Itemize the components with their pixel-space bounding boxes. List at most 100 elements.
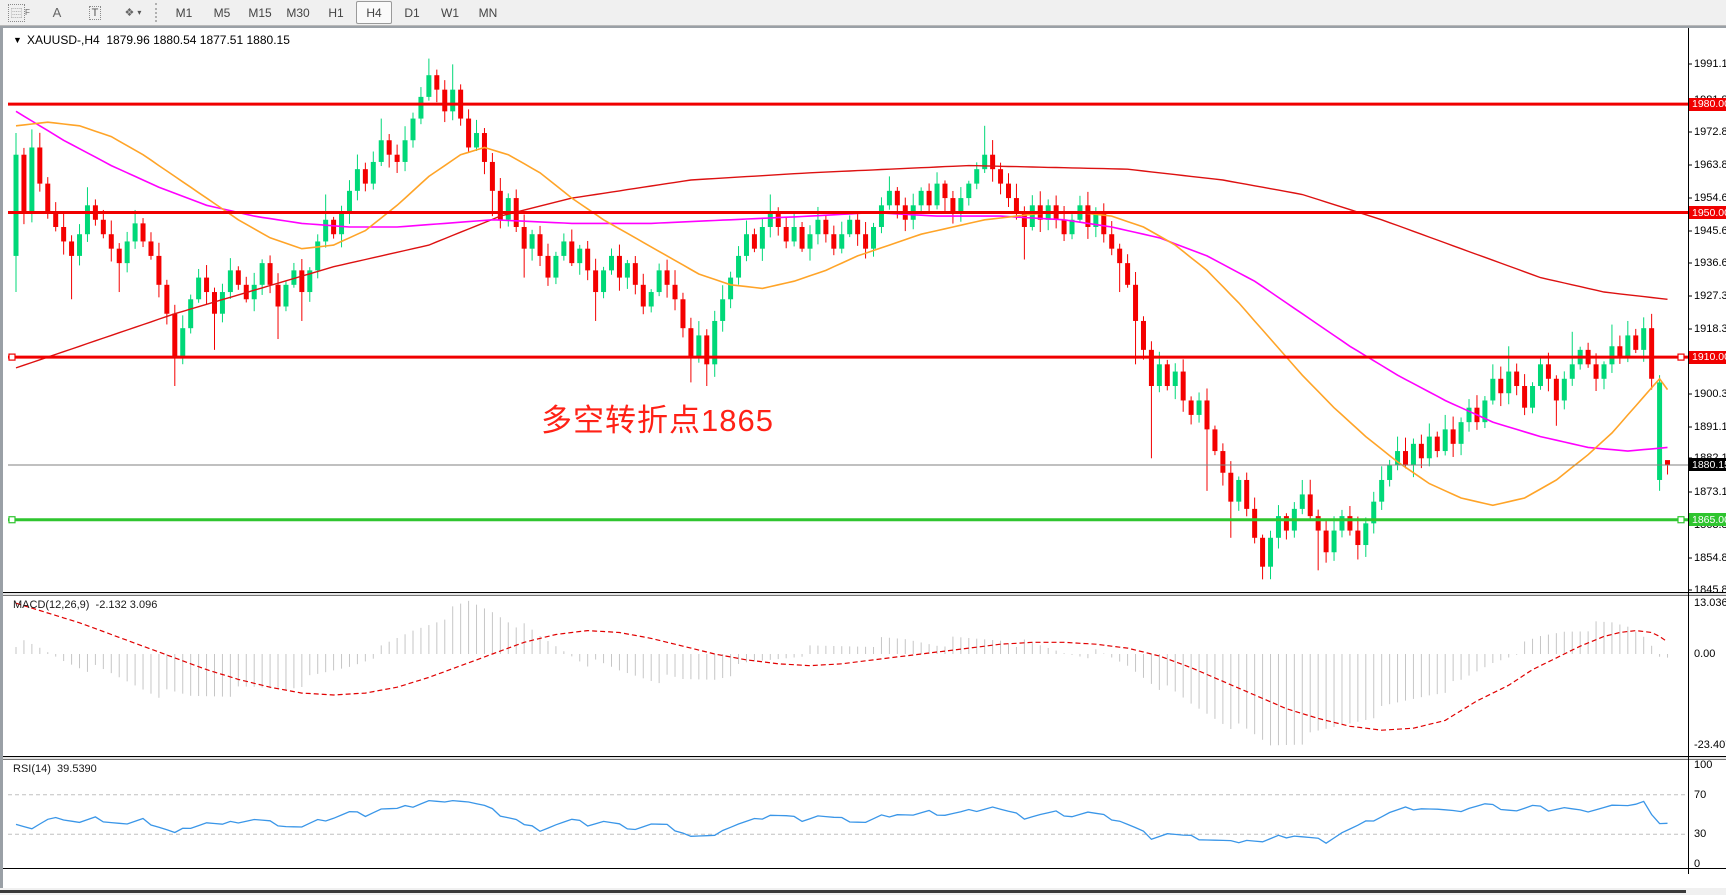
- chart-text-annotation[interactable]: 多空转折点1865: [541, 403, 774, 438]
- candle-body: [537, 234, 543, 256]
- timeframe-h1-button[interactable]: H1: [328, 5, 344, 20]
- pane-splitter-rsi[interactable]: [3, 757, 1726, 760]
- level-line-marker[interactable]: [8, 516, 16, 524]
- symbol-timeframe-label: XAUUSD-,H4: [27, 33, 100, 47]
- timeframe-m5-button[interactable]: M5: [213, 5, 231, 20]
- candle-body: [1204, 400, 1210, 430]
- chart-scrollbar[interactable]: [0, 888, 1726, 895]
- candle-body: [672, 284, 678, 300]
- candle-body: [616, 255, 622, 278]
- candle-body: [1498, 378, 1504, 394]
- timeframe-mn-button[interactable]: MN: [478, 5, 498, 20]
- pane-splitter-macd[interactable]: [3, 593, 1726, 596]
- candle-body: [1283, 516, 1289, 531]
- candle-body: [1387, 465, 1393, 480]
- candle-body: [291, 270, 297, 285]
- candle-body: [966, 183, 972, 199]
- candle-body: [1125, 263, 1131, 285]
- macd-scale-min: -23.407: [1694, 739, 1726, 752]
- ohlc-values: 1879.96 1880.54 1877.51 1880.15: [106, 33, 290, 47]
- ma-line-slow-red: [15, 164, 1668, 369]
- candle-body: [204, 277, 210, 293]
- candle-body: [1260, 537, 1266, 567]
- chart-canvas[interactable]: [3, 28, 1726, 895]
- candle-body: [13, 154, 19, 256]
- chart-shift-button[interactable]: ⿳ F: [1, 1, 37, 24]
- candle-body: [799, 226, 805, 249]
- candle-body: [29, 147, 35, 213]
- candle-body: [521, 226, 527, 249]
- level-line-marker[interactable]: [8, 353, 16, 361]
- candle-body: [108, 234, 114, 249]
- text-label-button[interactable]: T: [77, 1, 113, 24]
- candle-body: [323, 219, 329, 242]
- timeframe-w1-button[interactable]: W1: [441, 5, 459, 20]
- candle-body: [474, 133, 480, 148]
- candle-body: [1093, 212, 1099, 227]
- candle-body: [1101, 212, 1107, 235]
- candle-body: [235, 270, 241, 285]
- candle-body: [1212, 429, 1218, 452]
- candle-body: [871, 226, 877, 249]
- candle-body: [1299, 494, 1305, 509]
- candle-body: [219, 292, 225, 314]
- candle-body: [1236, 479, 1242, 502]
- price-tick-label: 1918.35: [1694, 323, 1726, 335]
- candle-body: [497, 190, 503, 220]
- timeframe-d1-button[interactable]: D1: [404, 5, 420, 20]
- timeframe-m15-button[interactable]: M15: [248, 5, 272, 20]
- candle-body: [1085, 205, 1091, 227]
- current-price-box: 1880.15: [1689, 458, 1726, 472]
- candle-body: [704, 335, 710, 365]
- candle-body: [251, 284, 257, 300]
- candle-body: [1506, 371, 1512, 394]
- price-tick-label: 1927.35: [1694, 290, 1726, 302]
- candle-body: [259, 263, 265, 285]
- candle-body: [1029, 205, 1035, 227]
- candle-body: [370, 161, 376, 184]
- timeframe-m1-button[interactable]: M1: [175, 5, 193, 20]
- candle-body: [823, 219, 829, 235]
- candle-body: [1164, 364, 1170, 387]
- candle-body: [1069, 219, 1075, 235]
- scrollbar-thumb[interactable]: [0, 890, 1686, 893]
- candle-body: [926, 190, 932, 206]
- candle-body: [442, 89, 448, 112]
- candle-body: [601, 270, 607, 293]
- candle-body: [140, 223, 146, 242]
- candle-body: [1569, 364, 1575, 379]
- candle-body: [489, 161, 495, 191]
- price-tick-label: 1963.85: [1694, 159, 1726, 171]
- candle-body: [1490, 378, 1496, 401]
- candle-body: [283, 284, 289, 307]
- candle-body: [839, 234, 845, 249]
- price-tick-label: 1991.10: [1694, 58, 1726, 70]
- candle-body: [648, 292, 654, 307]
- candle-body: [1442, 429, 1448, 452]
- candle-body: [1609, 346, 1615, 365]
- candle-body: [624, 263, 630, 278]
- chart-window[interactable]: ▼ XAUUSD-,H4 1879.96 1880.54 1877.51 188…: [0, 26, 1726, 895]
- candle-body: [410, 118, 416, 141]
- symbol-dropdown-icon[interactable]: ▼: [13, 35, 22, 45]
- candle-body: [847, 219, 853, 235]
- candle-body: [863, 234, 869, 249]
- candle-body: [759, 226, 765, 249]
- macd-signal-line: [15, 602, 1668, 731]
- macd-scale-zero: 0.00: [1694, 648, 1716, 660]
- timeframe-h4-button[interactable]: H4: [356, 1, 392, 24]
- drawing-objects-button[interactable]: ❖ ▾: [124, 7, 142, 19]
- candle-body: [1109, 234, 1115, 249]
- candle-body: [1545, 364, 1551, 379]
- price-tick-label: 1854.85: [1694, 552, 1726, 564]
- candle-body: [1641, 328, 1647, 350]
- timeframe-m30-button[interactable]: M30: [286, 5, 310, 20]
- candle-body: [831, 234, 837, 249]
- level-line-marker[interactable]: [1677, 516, 1685, 524]
- text-annotation-button[interactable]: A: [52, 5, 62, 20]
- level-line-marker[interactable]: [1677, 353, 1685, 361]
- candle-body: [577, 248, 583, 264]
- rsi-indicator-label: RSI(14) 39.5390: [13, 763, 97, 775]
- candle-body: [1156, 364, 1162, 387]
- candle-body: [974, 169, 980, 184]
